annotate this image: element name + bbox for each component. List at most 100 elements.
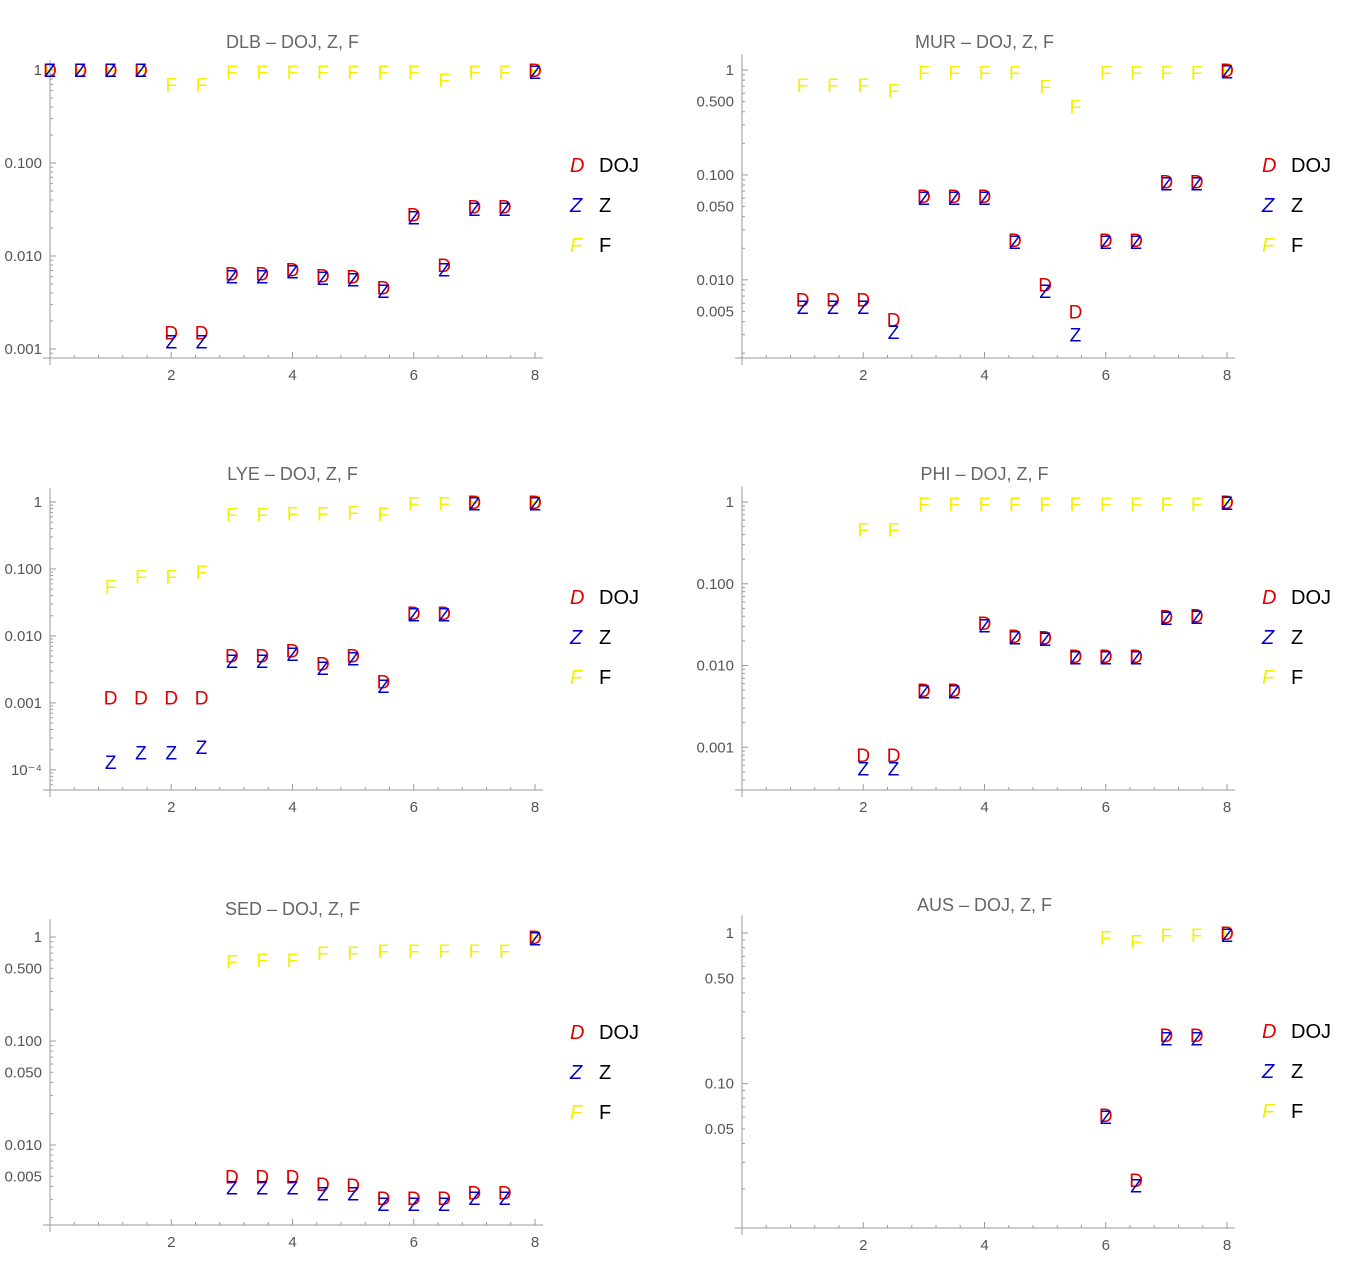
data-point-f: F bbox=[105, 577, 117, 598]
legend-label-z: Z bbox=[599, 195, 611, 217]
data-point-z: Z bbox=[888, 759, 900, 780]
data-point-f: F bbox=[438, 942, 450, 963]
data-point-f: F bbox=[1221, 924, 1233, 945]
data-point-f: F bbox=[1191, 63, 1203, 84]
x-tick-label: 2 bbox=[167, 1234, 175, 1251]
data-point-f: F bbox=[1221, 493, 1233, 514]
y-tick-label: 1 bbox=[34, 62, 42, 79]
legend-marker-z: Z bbox=[569, 1062, 583, 1084]
data-point-f: F bbox=[979, 63, 991, 84]
data-point-doj: D bbox=[1099, 647, 1113, 668]
data-point-doj: D bbox=[164, 689, 178, 710]
legend-marker-f: F bbox=[1262, 235, 1276, 257]
x-tick-label: 6 bbox=[1102, 367, 1110, 384]
legend-marker-doj: D bbox=[570, 1022, 584, 1044]
data-point-f: F bbox=[287, 63, 299, 84]
data-point-z: Z bbox=[165, 333, 177, 354]
data-point-doj: D bbox=[1220, 493, 1234, 514]
data-point-z: Z bbox=[287, 645, 299, 666]
data-point-doj: D bbox=[377, 278, 391, 299]
legend-marker-z: Z bbox=[569, 195, 583, 217]
data-point-doj: D bbox=[826, 290, 840, 311]
data-point-z: Z bbox=[287, 263, 299, 284]
x-tick-label: 6 bbox=[1102, 1237, 1110, 1254]
y-tick-label: 0.100 bbox=[696, 576, 734, 593]
data-point-f: F bbox=[1100, 929, 1112, 950]
y-tick-label: 0.010 bbox=[696, 658, 734, 675]
legend-marker-doj: D bbox=[1262, 587, 1276, 609]
series-f: F F F FF FF F F F F F F F F F F bbox=[44, 61, 541, 96]
chart-legend: D DOJ Z ZF F bbox=[569, 587, 639, 689]
data-point-f: F bbox=[1161, 926, 1173, 947]
y-tick-label: 0.001 bbox=[4, 695, 42, 712]
data-point-z: Z bbox=[287, 1179, 299, 1200]
series-doj: D D D DD D DD DDD DD D bbox=[104, 493, 542, 710]
data-point-f: F bbox=[1161, 63, 1173, 84]
data-point-z: Z bbox=[469, 200, 481, 221]
legend-marker-doj: D bbox=[1262, 155, 1276, 177]
x-tick-label: 2 bbox=[859, 799, 867, 816]
data-point-doj: D bbox=[286, 1167, 300, 1188]
x-tick-label: 8 bbox=[531, 799, 539, 816]
chart-legend: D DOJ Z ZF F bbox=[1261, 1021, 1331, 1123]
data-point-doj: D bbox=[978, 614, 992, 635]
data-point-z: Z bbox=[226, 1179, 238, 1200]
legend-marker-doj: D bbox=[570, 587, 584, 609]
y-tick-label: 0.050 bbox=[696, 199, 734, 216]
data-point-doj: D bbox=[407, 1189, 421, 1210]
data-point-f: F bbox=[226, 506, 238, 527]
series-f: F F F FF F F F F FF F F F bbox=[105, 493, 541, 598]
data-point-z: Z bbox=[1039, 282, 1051, 303]
data-point-z: Z bbox=[1221, 62, 1233, 83]
y-tick-label: 0.010 bbox=[696, 272, 734, 289]
legend-label-f: F bbox=[1291, 235, 1303, 257]
data-point-f: F bbox=[1100, 495, 1112, 516]
data-point-f: F bbox=[1130, 495, 1142, 516]
data-point-z: Z bbox=[196, 333, 208, 354]
legend-label-f: F bbox=[599, 1102, 611, 1124]
data-point-doj: D bbox=[1190, 1026, 1204, 1047]
data-point-doj: D bbox=[225, 1167, 239, 1188]
data-point-f: F bbox=[165, 75, 177, 96]
data-point-doj: D bbox=[1099, 231, 1113, 252]
data-point-z: Z bbox=[44, 61, 56, 82]
y-tick-label: 0.100 bbox=[4, 155, 42, 172]
data-point-f: F bbox=[408, 63, 420, 84]
data-point-doj: D bbox=[195, 324, 209, 345]
x-tick-label: 2 bbox=[167, 367, 175, 384]
data-point-doj: D bbox=[346, 1176, 360, 1197]
data-point-f: F bbox=[1009, 495, 1021, 516]
data-point-f: F bbox=[317, 944, 329, 965]
data-point-z: Z bbox=[165, 744, 177, 765]
data-point-z: Z bbox=[1070, 649, 1082, 670]
data-point-z: Z bbox=[888, 323, 900, 344]
data-point-f: F bbox=[948, 495, 960, 516]
data-point-doj: D bbox=[1099, 1106, 1113, 1127]
data-point-f: F bbox=[469, 63, 481, 84]
data-point-doj: D bbox=[856, 290, 870, 311]
data-point-z: Z bbox=[857, 759, 869, 780]
data-point-f: F bbox=[827, 76, 839, 97]
series-doj: DDD DD bbox=[1099, 924, 1234, 1192]
data-point-f: F bbox=[948, 63, 960, 84]
data-point-f: F bbox=[44, 61, 56, 82]
data-point-f: F bbox=[438, 494, 450, 515]
data-point-z: Z bbox=[1130, 233, 1142, 254]
data-point-f: F bbox=[1009, 63, 1021, 84]
data-point-f: F bbox=[287, 951, 299, 972]
data-point-doj: D bbox=[1129, 647, 1143, 668]
data-point-doj: D bbox=[346, 268, 360, 289]
data-point-doj: D bbox=[528, 61, 542, 82]
data-point-z: Z bbox=[948, 189, 960, 210]
data-point-z: Z bbox=[408, 1195, 420, 1216]
data-point-f: F bbox=[529, 928, 541, 949]
data-point-z: Z bbox=[1191, 1029, 1203, 1050]
data-point-f: F bbox=[1191, 495, 1203, 516]
y-tick-label: 10⁻⁴ bbox=[11, 762, 42, 779]
legend-marker-z: Z bbox=[1261, 627, 1275, 649]
legend-label-f: F bbox=[1291, 1101, 1303, 1123]
data-point-doj: D bbox=[917, 187, 931, 208]
